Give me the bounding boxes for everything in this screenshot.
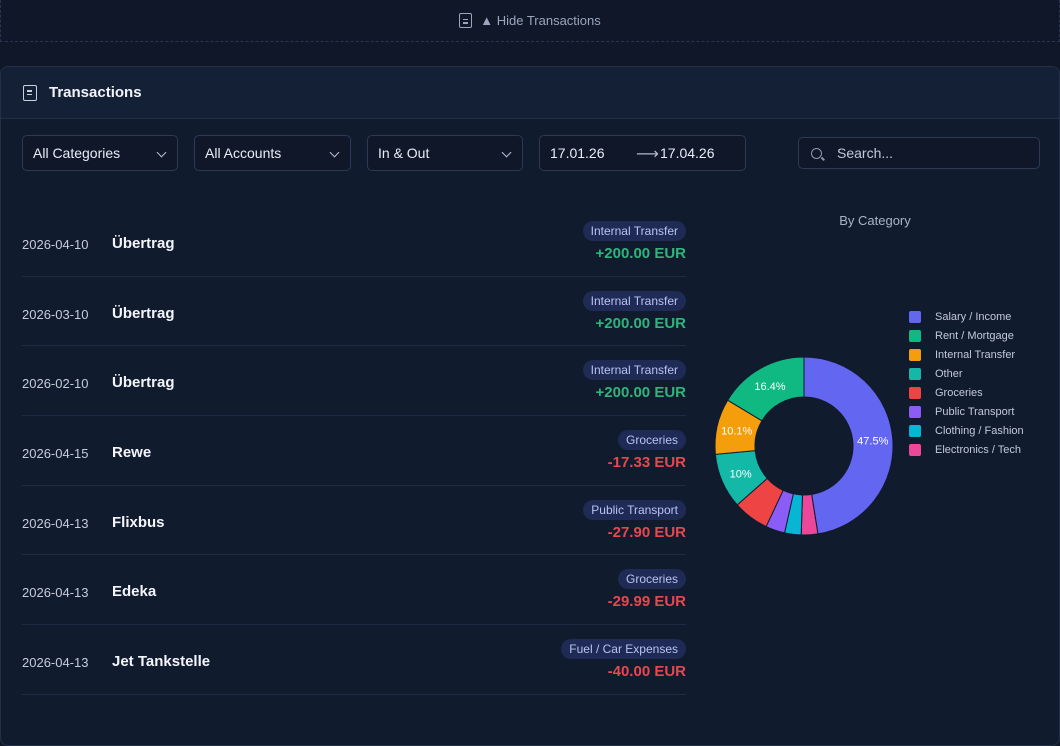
chevron-down-icon [501,147,512,158]
arrow-right-icon: ⟶ [636,146,659,163]
legend-swatch [909,367,921,380]
transaction-date: 2026-04-13 [22,655,89,671]
donut-slice[interactable] [803,356,894,535]
legend-item[interactable]: Internal Transfer [909,345,1024,364]
transaction-name: Übertrag [112,304,175,322]
transaction-list: 2026-04-10 Übertrag Internal Transfer +200.… [22,207,686,695]
legend-item[interactable]: Electronics / Tech [909,440,1024,459]
legend-swatch [909,424,921,437]
transaction-date: 2026-02-10 [22,376,89,392]
transaction-row[interactable]: 2026-04-15 Rewe Groceries -17.33 EUR [22,416,686,486]
direction-select[interactable]: In & Out [367,135,523,171]
search-box[interactable] [798,137,1040,169]
slice-label: 16.4% [754,381,785,393]
date-from[interactable]: 17.01.26 [550,145,605,161]
transaction-date: 2026-04-10 [22,237,89,252]
hide-transactions-label: ▲ Hide Transactions [480,13,601,28]
transaction-amount: -29.99 EUR [607,593,686,611]
transaction-row[interactable]: 2026-03-10 Übertrag Internal Transfer +200.… [22,277,686,347]
category-badge[interactable]: Internal Transfer [582,360,686,381]
transaction-amount: +200.00 EUR [595,384,686,402]
legend-item[interactable]: Rent / Mortgage [909,326,1024,345]
transaction-name: Edeka [112,583,157,601]
slice-label: 10% [730,468,752,480]
chart-legend: Salary / Income Rent / Mortgage Internal T… [909,307,1024,459]
transaction-name: Jet Tankstelle [112,653,211,671]
legend-label: Salary / Income [935,310,1012,323]
legend-item[interactable]: Other [909,364,1024,383]
transaction-row[interactable]: 2026-04-10 Übertrag Internal Transfer +200.… [22,207,686,277]
legend-swatch [909,386,921,399]
transaction-row[interactable]: 2026-04-13 Flixbus Public Transport -27.90 … [22,486,686,556]
category-badge[interactable]: Internal Transfer [582,221,686,241]
transaction-amount: -27.90 EUR [607,523,686,541]
account-select-value: All Accounts [205,145,282,161]
transaction-row[interactable]: 2026-04-13 Edeka Groceries -29.99 EUR [22,555,686,626]
legend-label: Internal Transfer [935,348,1016,361]
legend-swatch [909,348,921,361]
document-icon [459,13,473,28]
transaction-amount: -17.33 EUR [607,454,686,472]
transaction-amount: +200.00 EUR [595,314,686,332]
category-select-value: All Categories [33,145,121,161]
legend-swatch [909,310,921,323]
legend-label: Electronics / Tech [935,443,1022,456]
category-badge[interactable]: Internal Transfer [582,290,686,311]
slice-label: 10.1% [721,426,752,438]
transaction-row[interactable]: 2026-04-13 Jet Tankstelle Fuel / Car Expen… [22,625,686,695]
legend-label: Clothing / Fashion [935,424,1024,437]
legend-label: Groceries [935,386,983,399]
legend-item[interactable]: Groceries [909,383,1024,402]
transaction-date: 2026-04-13 [22,585,89,601]
legend-swatch [909,329,921,342]
hide-transactions-toggle[interactable]: ▲ Hide Transactions [0,0,1060,42]
transactions-panel: Transactions All Categories All Accounts… [0,66,1060,746]
transaction-date: 2026-04-13 [22,515,89,531]
donut-slice[interactable] [726,356,805,422]
direction-select-value: In & Out [378,145,430,161]
category-badge[interactable]: Groceries [617,569,686,590]
date-to[interactable]: 17.04.26 [660,145,715,161]
legend-item[interactable]: Public Transport [909,402,1024,421]
transaction-date: 2026-04-15 [22,446,89,462]
transaction-name: Rewe [112,444,152,462]
legend-label: Rent / Mortgage [935,329,1014,342]
document-icon [23,84,37,101]
legend-label: Other [935,367,963,380]
account-select[interactable]: All Accounts [194,135,351,171]
transaction-name: Flixbus [112,513,165,531]
chart-title: By Category [839,213,911,228]
transaction-name: Übertrag [112,374,175,392]
panel-title: Transactions [49,84,142,101]
category-chart: By Category 47.5% 10% 10.1% 16.4% Salary / … [701,207,1051,536]
transaction-amount: +200.00 EUR [595,245,686,262]
category-badge[interactable]: Public Transport [583,499,686,520]
legend-swatch [909,443,921,456]
transaction-date: 2026-03-10 [22,306,89,322]
transaction-name: Übertrag [112,235,175,252]
chevron-down-icon [156,147,167,158]
category-select[interactable]: All Categories [22,135,178,171]
legend-item[interactable]: Salary / Income [909,307,1024,326]
filter-bar: All Categories All Accounts In & Out 17.… [22,135,1040,171]
slice-label: 47.5% [857,436,888,448]
transaction-amount: -40.00 EUR [607,663,686,681]
category-badge[interactable]: Fuel / Car Expenses [561,639,686,660]
date-range-picker[interactable]: 17.01.26 ⟶ 17.04.26 [539,135,746,171]
search-icon [811,148,822,159]
category-badge[interactable]: Groceries [617,430,686,451]
legend-swatch [909,405,921,418]
chevron-down-icon [329,147,340,158]
legend-label: Public Transport [935,405,1015,418]
search-input[interactable] [837,138,1032,168]
transaction-row[interactable]: 2026-02-10 Übertrag Internal Transfer +200.… [22,346,686,417]
legend-item[interactable]: Clothing / Fashion [909,421,1024,440]
donut-chart: 47.5% 10% 10.1% 16.4% [714,356,894,536]
panel-header: Transactions [1,67,1059,119]
